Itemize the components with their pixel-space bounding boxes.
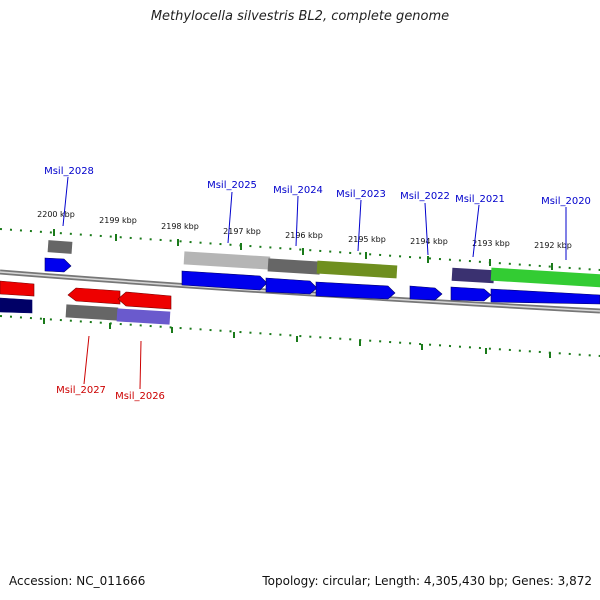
- scale-label: 2200 kbp: [37, 210, 75, 219]
- reverse-genes: [0, 280, 172, 310]
- map-title: Methylocella silvestris BL2, complete ge…: [150, 9, 450, 24]
- genome-summary-text: Topology: circular; Length: 4,305,430 bp…: [262, 574, 592, 588]
- outer-scale-ticks: [0, 228, 600, 271]
- leader-line: [357, 199, 362, 252]
- gene-arrow-left-red[interactable]: [0, 280, 35, 297]
- gene-label-msil-2024[interactable]: Msil_2024: [273, 185, 323, 196]
- annotation-bar: [116, 308, 171, 325]
- gene-arrow-msil-2025[interactable]: [181, 270, 268, 291]
- reverse-annotation-bars: [65, 304, 171, 325]
- leader-line: [424, 202, 429, 256]
- inner-scale-ticks: [0, 315, 600, 358]
- scale-labels: 2200 kbp 2199 kbp 2198 kbp 2197 kbp 2196…: [37, 210, 572, 250]
- leader-line: [472, 204, 480, 258]
- leader-line: [62, 176, 69, 227]
- gene-label-msil-2022[interactable]: Msil_2022: [400, 191, 450, 202]
- gene-arrow-msil-2027[interactable]: [67, 287, 121, 305]
- leader-line: [139, 340, 142, 390]
- annotation-bar: [316, 260, 398, 279]
- annotation-bar: [267, 258, 321, 275]
- scale-label: 2199 kbp: [99, 216, 137, 225]
- annotation-bar: [47, 240, 73, 254]
- annotation-bar: [451, 267, 495, 284]
- scale-label: 2194 kbp: [410, 237, 448, 246]
- label-leaders: [62, 176, 567, 390]
- gene-arrow-left-edge[interactable]: [0, 297, 33, 314]
- gene-label-msil-2020[interactable]: Msil_2020: [541, 196, 591, 207]
- scale-label: 2195 kbp: [348, 235, 386, 244]
- leader-line: [83, 335, 90, 385]
- scale-label: 2198 kbp: [161, 222, 199, 231]
- scale-label: 2192 kbp: [534, 241, 572, 250]
- scale-label: 2196 kbp: [285, 231, 323, 240]
- leader-line: [227, 191, 233, 244]
- gene-arrow-msil-2021[interactable]: [450, 286, 492, 302]
- gene-arrow-msil-2023[interactable]: [315, 281, 396, 300]
- gene-arrow-msil-2024[interactable]: [265, 277, 318, 295]
- gene-arrow-msil-2020[interactable]: [490, 288, 600, 305]
- accession-text: Accession: NC_011666: [9, 574, 146, 588]
- gene-label-msil-2027[interactable]: Msil_2027: [56, 385, 106, 396]
- gene-arrow-msil-2026[interactable]: [117, 291, 172, 310]
- forward-genes: [0, 257, 600, 314]
- gene-label-msil-2021[interactable]: Msil_2021: [455, 194, 505, 205]
- forward-annotation-bars: [47, 240, 600, 288]
- gene-label-msil-2026[interactable]: Msil_2026: [115, 391, 165, 402]
- gene-arrow-msil-2022[interactable]: [409, 285, 443, 301]
- annotation-bar: [65, 304, 119, 321]
- scale-label: 2193 kbp: [472, 239, 510, 248]
- gene-label-msil-2028[interactable]: Msil_2028: [44, 166, 94, 177]
- gene-labels: Msil_2028 Msil_2025 Msil_2024 Msil_2023 …: [44, 166, 591, 402]
- gene-arrow-msil-2028[interactable]: [44, 257, 72, 273]
- annotation-bar: [183, 251, 271, 270]
- leader-line: [295, 195, 299, 247]
- gene-label-msil-2023[interactable]: Msil_2023: [336, 189, 386, 200]
- annotation-bar: [490, 267, 600, 288]
- scale-label: 2197 kbp: [223, 227, 261, 236]
- gene-label-msil-2025[interactable]: Msil_2025: [207, 180, 257, 191]
